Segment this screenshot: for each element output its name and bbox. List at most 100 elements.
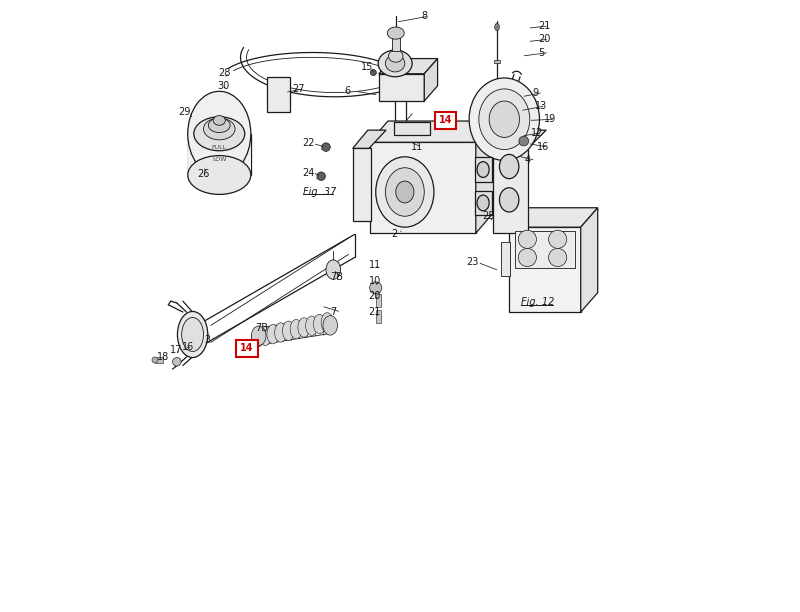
Text: Fig. 12: Fig. 12 (522, 297, 554, 307)
Ellipse shape (317, 172, 326, 181)
Text: 6: 6 (344, 86, 350, 96)
Bar (494, 60, 500, 64)
Text: 7B: 7B (330, 272, 343, 282)
Text: 3: 3 (205, 335, 211, 345)
Ellipse shape (378, 50, 412, 76)
Bar (501, 242, 510, 275)
Bar (474, 191, 491, 215)
Text: 21: 21 (369, 307, 381, 317)
Ellipse shape (499, 188, 519, 212)
Ellipse shape (321, 313, 334, 332)
Ellipse shape (396, 181, 414, 203)
Ellipse shape (469, 78, 539, 160)
Text: 16: 16 (182, 342, 194, 353)
Bar (394, 122, 430, 135)
Bar (370, 142, 476, 233)
Ellipse shape (326, 260, 341, 279)
Ellipse shape (323, 316, 338, 335)
Ellipse shape (479, 89, 530, 149)
Text: 17: 17 (170, 345, 182, 355)
Bar (434, 112, 456, 129)
Text: 11: 11 (411, 142, 423, 152)
Text: 8: 8 (422, 11, 427, 21)
Ellipse shape (370, 282, 382, 294)
Text: 2: 2 (391, 230, 397, 239)
Ellipse shape (386, 55, 405, 72)
Ellipse shape (173, 357, 181, 366)
Text: 25: 25 (482, 211, 495, 222)
Ellipse shape (306, 316, 318, 335)
Ellipse shape (499, 154, 519, 179)
Bar (509, 227, 581, 312)
Ellipse shape (518, 230, 537, 248)
Ellipse shape (376, 157, 434, 227)
Ellipse shape (477, 162, 489, 177)
Ellipse shape (494, 23, 499, 31)
Polygon shape (353, 130, 386, 148)
Ellipse shape (152, 357, 158, 363)
Text: 18: 18 (158, 352, 170, 362)
Ellipse shape (519, 136, 529, 146)
Ellipse shape (214, 116, 226, 125)
Text: 10: 10 (369, 275, 381, 286)
Ellipse shape (274, 323, 286, 342)
Polygon shape (493, 130, 546, 148)
Text: 14: 14 (241, 343, 254, 354)
Text: 24: 24 (302, 168, 314, 177)
Text: Fig. 37: Fig. 37 (303, 187, 336, 197)
Ellipse shape (290, 319, 302, 339)
Text: 7B: 7B (256, 323, 269, 333)
Text: 30: 30 (217, 81, 229, 91)
Text: 28: 28 (218, 67, 230, 78)
Text: LOW: LOW (212, 157, 226, 162)
Text: 22: 22 (302, 138, 314, 149)
Text: 19: 19 (544, 114, 557, 124)
Ellipse shape (549, 248, 566, 267)
Text: 16: 16 (537, 142, 550, 152)
Ellipse shape (387, 27, 404, 39)
Ellipse shape (267, 324, 279, 344)
Ellipse shape (188, 155, 251, 195)
Bar (376, 294, 381, 307)
Text: 12: 12 (531, 127, 543, 138)
Ellipse shape (190, 323, 208, 349)
Text: 20: 20 (369, 291, 381, 301)
Ellipse shape (251, 326, 266, 345)
Ellipse shape (518, 248, 537, 267)
Polygon shape (370, 121, 494, 142)
Bar (376, 310, 381, 323)
Ellipse shape (314, 315, 326, 334)
Ellipse shape (178, 312, 208, 357)
Ellipse shape (203, 118, 235, 140)
Ellipse shape (386, 168, 424, 216)
Text: 9: 9 (532, 88, 538, 97)
Text: FULL: FULL (212, 144, 227, 149)
Bar (236, 340, 258, 357)
Bar (266, 76, 290, 112)
Polygon shape (378, 59, 438, 73)
Bar (391, 34, 400, 51)
Bar (353, 148, 371, 221)
Ellipse shape (282, 321, 294, 340)
Text: 7: 7 (330, 307, 337, 317)
Text: 20: 20 (538, 34, 550, 44)
Polygon shape (581, 207, 598, 312)
Text: 27: 27 (292, 84, 305, 94)
Bar (493, 148, 528, 233)
Ellipse shape (259, 326, 271, 346)
Ellipse shape (477, 195, 489, 211)
Text: 26: 26 (197, 169, 210, 179)
Ellipse shape (298, 318, 310, 337)
Text: 4: 4 (525, 155, 531, 165)
Polygon shape (476, 121, 494, 233)
Ellipse shape (549, 230, 566, 248)
Text: 21: 21 (538, 21, 550, 31)
Polygon shape (509, 207, 598, 227)
Bar (474, 157, 491, 182)
Ellipse shape (188, 91, 251, 176)
Text: 11: 11 (369, 259, 381, 270)
Text: 29: 29 (178, 107, 191, 117)
Ellipse shape (182, 318, 203, 351)
Ellipse shape (322, 143, 330, 151)
Ellipse shape (194, 117, 245, 151)
